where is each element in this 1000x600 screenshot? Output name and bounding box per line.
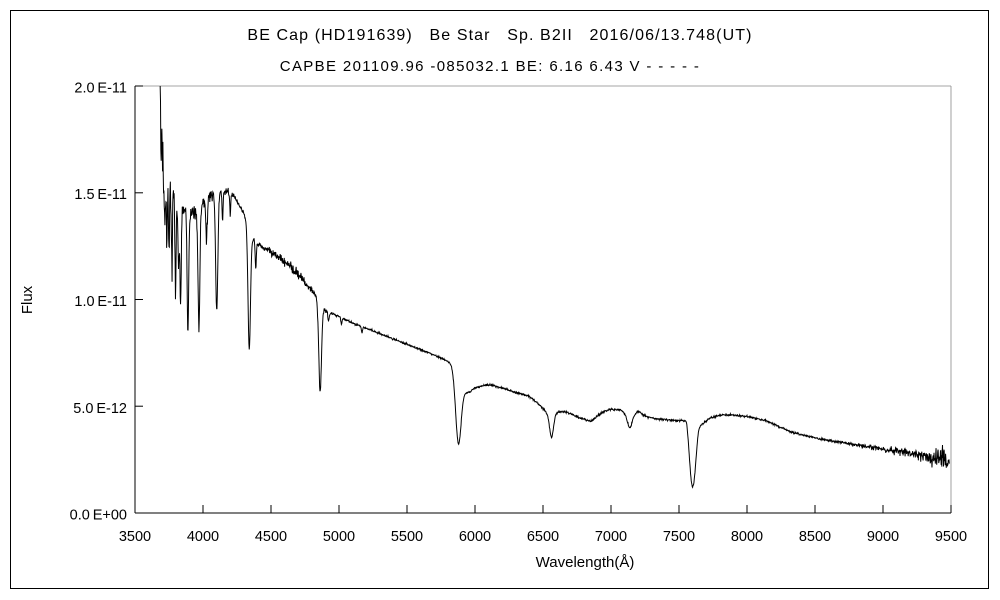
svg-text:4500: 4500	[255, 529, 287, 545]
svg-text:9500: 9500	[935, 529, 967, 545]
svg-text:Flux: Flux	[19, 285, 36, 314]
svg-text:5500: 5500	[391, 529, 423, 545]
svg-text:3500: 3500	[119, 529, 151, 545]
svg-text:7000: 7000	[595, 529, 627, 545]
svg-text:0.0 E+00: 0.0 E+00	[70, 508, 127, 524]
svg-text:8000: 8000	[731, 529, 763, 545]
svg-text:7500: 7500	[663, 529, 695, 545]
svg-text:1.5 E-11: 1.5 E-11	[74, 187, 127, 203]
svg-text:4000: 4000	[187, 529, 219, 545]
svg-text:5.0 E-12: 5.0 E-12	[73, 401, 127, 417]
svg-text:5000: 5000	[323, 529, 355, 545]
svg-text:1.0 E-11: 1.0 E-11	[74, 294, 127, 310]
svg-text:9000: 9000	[867, 529, 899, 545]
svg-text:8500: 8500	[799, 529, 831, 545]
svg-text:Wavelength(Å): Wavelength(Å)	[536, 554, 635, 571]
svg-text:2.0 E-11: 2.0 E-11	[74, 81, 127, 97]
svg-text:6000: 6000	[459, 529, 491, 545]
svg-text:6500: 6500	[527, 529, 559, 545]
